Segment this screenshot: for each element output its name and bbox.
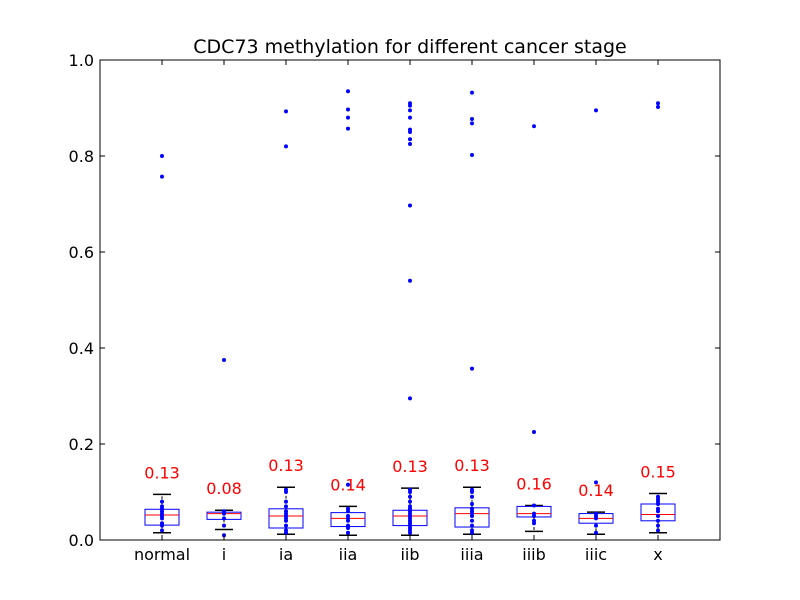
data-point xyxy=(656,494,660,499)
data-point xyxy=(346,514,350,518)
x-tick-label: iiia xyxy=(460,545,483,564)
chart-axes: normal i ia iia iib iiia iiib iiic x0.00.20.40.6… xyxy=(69,51,720,564)
data-point xyxy=(408,278,412,283)
data-point xyxy=(284,523,288,528)
annotation-label: 0.14 xyxy=(330,475,366,494)
data-point xyxy=(470,487,474,492)
annotation-label: 0.08 xyxy=(206,479,242,498)
x-tick-label: x xyxy=(653,545,662,564)
annotation-label: 0.13 xyxy=(454,456,490,475)
data-point xyxy=(532,430,536,434)
data-point xyxy=(470,90,474,95)
data-point xyxy=(346,89,350,94)
data-point xyxy=(594,511,598,516)
data-point xyxy=(284,109,288,114)
y-tick-label: 1.0 xyxy=(69,51,94,70)
data-point xyxy=(222,523,226,528)
data-point xyxy=(594,108,598,113)
annotation-label: 0.16 xyxy=(516,474,552,493)
annotation-label: 0.13 xyxy=(268,456,304,475)
data-point xyxy=(470,494,474,499)
data-point xyxy=(470,528,474,533)
data-point xyxy=(470,366,474,371)
data-point xyxy=(470,502,474,506)
data-point xyxy=(656,523,660,528)
data-point xyxy=(656,528,660,533)
y-tick-label: 0.6 xyxy=(69,243,94,262)
data-point xyxy=(408,115,412,120)
data-point xyxy=(346,107,350,112)
box xyxy=(268,508,304,529)
data-point xyxy=(532,511,536,516)
data-point xyxy=(408,504,412,509)
chart-marks: 0.13 0.08 0.13 0.14 0.13 0.13 0.16 0.14 0.15 xyxy=(144,89,676,538)
data-point xyxy=(470,153,474,158)
annotation-label: 0.13 xyxy=(392,457,428,476)
data-point xyxy=(346,523,350,528)
data-point xyxy=(408,487,412,492)
data-point xyxy=(160,499,164,504)
data-point xyxy=(408,494,412,499)
data-point xyxy=(470,523,474,528)
data-point xyxy=(532,503,536,508)
data-point xyxy=(408,203,412,208)
data-point xyxy=(160,528,164,533)
data-point xyxy=(160,521,164,526)
data-point xyxy=(346,126,350,131)
data-point xyxy=(408,108,412,113)
data-point xyxy=(470,117,474,122)
data-point xyxy=(408,499,412,504)
x-tick-label: iiib xyxy=(522,545,546,564)
data-point xyxy=(284,487,288,492)
data-point xyxy=(594,530,598,535)
data-point xyxy=(656,506,660,511)
annotation-label: 0.14 xyxy=(578,481,614,500)
data-point xyxy=(408,142,412,146)
data-point xyxy=(656,105,660,110)
x-tick-label: ia xyxy=(279,545,293,564)
data-point xyxy=(594,523,598,528)
data-point xyxy=(346,530,350,535)
data-point xyxy=(284,509,288,514)
data-point xyxy=(160,154,164,158)
annotation-label: 0.15 xyxy=(640,462,676,481)
data-point xyxy=(408,396,412,401)
data-point xyxy=(656,101,660,106)
y-tick-label: 0.4 xyxy=(69,339,94,358)
x-tick-label: iib xyxy=(400,545,419,564)
data-point xyxy=(160,504,164,509)
data-point xyxy=(284,528,288,533)
data-point xyxy=(346,506,350,511)
data-point xyxy=(284,144,288,149)
y-tick-label: 0.2 xyxy=(69,435,94,454)
data-point xyxy=(408,127,412,132)
data-point xyxy=(470,506,474,511)
chart-title: CDC73 methylation for different cancer s… xyxy=(193,36,626,58)
data-point xyxy=(284,504,288,509)
y-tick-label: 0.8 xyxy=(69,147,94,166)
data-point xyxy=(222,509,226,514)
data-point xyxy=(346,115,350,120)
data-point xyxy=(408,137,412,142)
y-tick-label: 0.0 xyxy=(69,531,94,550)
data-point xyxy=(532,124,536,129)
data-point xyxy=(470,121,474,126)
data-point xyxy=(222,516,226,521)
data-point xyxy=(470,518,474,523)
data-point xyxy=(160,174,164,179)
data-point xyxy=(346,482,350,487)
data-point xyxy=(532,518,536,523)
data-point xyxy=(656,518,660,523)
data-point xyxy=(594,480,598,485)
data-point xyxy=(656,514,660,518)
x-tick-label: iiic xyxy=(585,545,607,564)
x-tick-label: iia xyxy=(339,545,358,564)
x-tick-label: normal xyxy=(134,545,190,564)
data-point xyxy=(408,101,412,106)
x-tick-label: i xyxy=(222,545,226,564)
annotation-label: 0.13 xyxy=(144,463,180,482)
data-point xyxy=(222,358,226,362)
data-point xyxy=(284,499,288,504)
